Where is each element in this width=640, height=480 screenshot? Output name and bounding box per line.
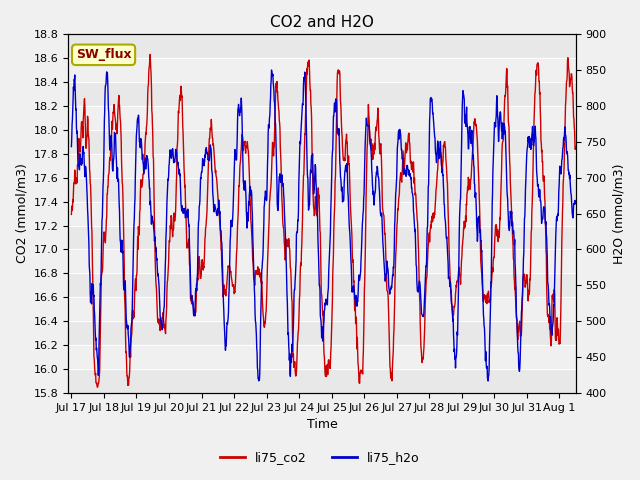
li75_co2	[572, 144, 579, 149]
Line: li75_co2: li75_co2	[72, 55, 575, 387]
Title: CO2 and H2O: CO2 and H2O	[270, 15, 374, 30]
Bar	[68, 130, 575, 154]
li75_h2o	[572, 201, 579, 206]
Bar	[68, 321, 575, 345]
Text: SW_flux: SW_flux	[76, 48, 131, 61]
li75_co2	[68, 212, 76, 217]
Line: li75_h2o: li75_h2o	[72, 70, 575, 381]
Bar	[68, 274, 575, 297]
li75_h2o	[355, 276, 362, 282]
li75_h2o	[127, 326, 135, 332]
li75_h2o	[301, 79, 309, 84]
Legend: li75_co2, li75_h2o: li75_co2, li75_h2o	[215, 446, 425, 469]
Bar	[68, 34, 575, 58]
li75_h2o	[484, 378, 492, 384]
X-axis label: Time: Time	[307, 419, 337, 432]
li75_co2	[93, 384, 101, 390]
li75_h2o	[107, 144, 115, 149]
li75_co2	[301, 113, 309, 119]
Bar	[68, 82, 575, 106]
li75_h2o	[282, 244, 289, 250]
Bar	[68, 178, 575, 202]
li75_h2o	[292, 258, 300, 264]
Bar	[68, 226, 575, 250]
Y-axis label: CO2 (mmol/m3): CO2 (mmol/m3)	[15, 164, 28, 264]
li75_h2o	[268, 67, 275, 73]
li75_co2	[147, 52, 154, 58]
li75_co2	[127, 335, 135, 341]
Bar	[68, 369, 575, 393]
li75_co2	[355, 380, 363, 385]
li75_h2o	[68, 144, 76, 150]
Y-axis label: H2O (mmol/m3): H2O (mmol/m3)	[612, 163, 625, 264]
li75_co2	[107, 135, 115, 141]
li75_co2	[292, 368, 300, 374]
li75_co2	[282, 248, 290, 253]
